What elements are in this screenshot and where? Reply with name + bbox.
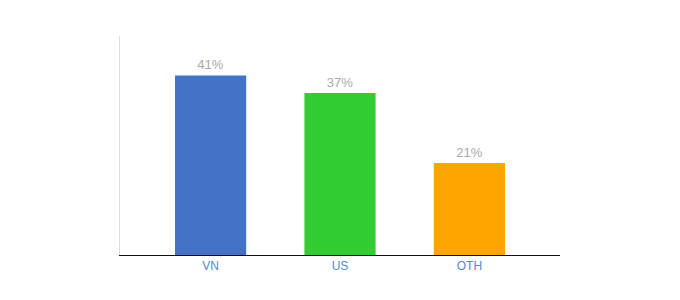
svg-text:41%: 41% xyxy=(197,57,223,72)
svg-text:OTH: OTH xyxy=(457,259,482,273)
svg-text:37%: 37% xyxy=(327,75,353,90)
svg-text:VN: VN xyxy=(202,259,219,273)
svg-text:21%: 21% xyxy=(456,145,482,160)
svg-text:US: US xyxy=(332,259,349,273)
